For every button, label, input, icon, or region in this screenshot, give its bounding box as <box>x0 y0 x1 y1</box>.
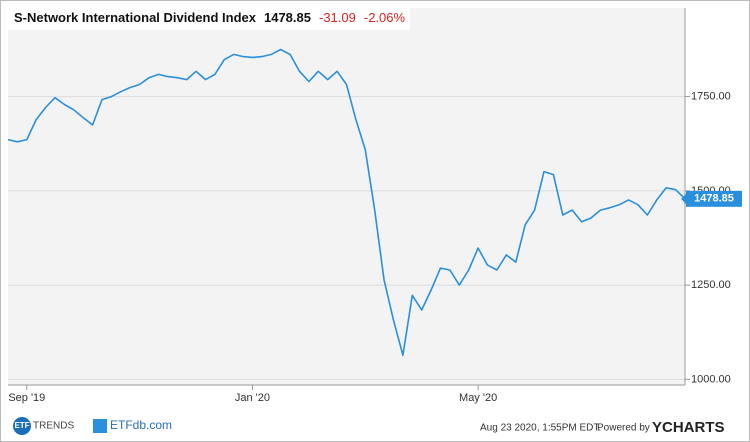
line <box>7 48 686 357</box>
y-tick-label: 1250.00 <box>691 279 731 291</box>
plot-area <box>8 8 685 385</box>
logo-text: TRENDS <box>33 421 74 432</box>
header-box <box>8 8 410 30</box>
y-tick-label: 1000.00 <box>691 373 731 385</box>
timestamp: Aug 23 2020, 1:55PM EDT. <box>480 423 601 434</box>
x-tick-label: Sep '19 <box>8 392 45 404</box>
footer: ETF TRENDS ETFdb.com Aug 23 2020, 1:55PM… <box>13 417 725 436</box>
logo-icon <box>93 419 107 433</box>
header-price: 1478.85 <box>264 10 311 25</box>
powered-by: Powered by <box>597 423 650 434</box>
x-tick-label: Jan '20 <box>235 392 270 404</box>
last-value-badge <box>686 190 742 207</box>
last-value-pointer <box>681 193 686 204</box>
chart-title: S-Network International Dividend Index <box>14 10 257 25</box>
x-tick-label: May '20 <box>459 392 497 404</box>
brand: YCHARTS <box>652 419 725 436</box>
header-change: -31.09 <box>319 10 356 25</box>
logo-badge-text: ETF <box>14 421 29 430</box>
header-change-pct: -2.06% <box>364 10 406 25</box>
logo-badge <box>13 417 31 435</box>
y-tick-label: 1750.00 <box>691 91 731 103</box>
last-value-label: 1478.85 <box>694 193 734 205</box>
logo-text: ETFdb.com <box>110 418 172 432</box>
header: S-Network International Dividend Index 14… <box>14 10 405 25</box>
